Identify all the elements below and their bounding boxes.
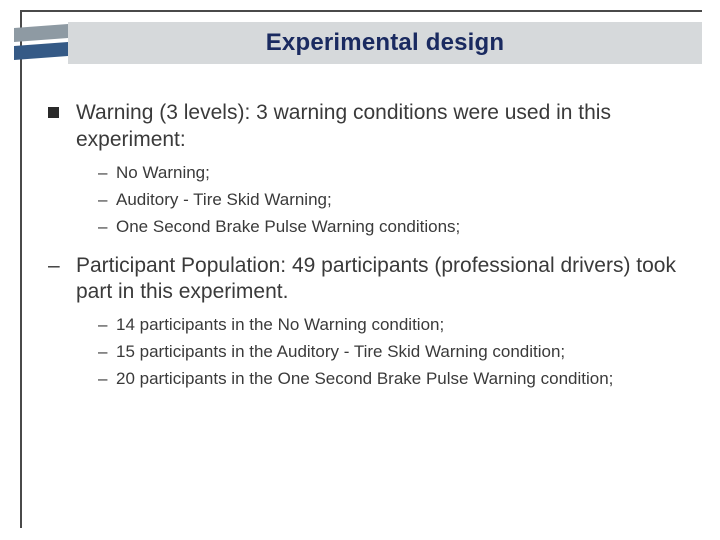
sub-bullet: 15 participants in the Auditory - Tire S… [98, 341, 690, 364]
bullet-participants: Participant Population: 49 participants … [48, 253, 690, 392]
title-band: Experimental design [68, 22, 702, 64]
bullet-text: Participant Population: 49 participants … [76, 254, 676, 304]
sub-bullet: One Second Brake Pulse Warning condition… [98, 216, 690, 239]
top-rule [20, 10, 702, 12]
bullet-warning: Warning (3 levels): 3 warning conditions… [48, 100, 690, 239]
sub-bullet: No Warning; [98, 162, 690, 185]
logo-icon [14, 24, 68, 60]
left-rule [20, 10, 22, 528]
bullet-text: Warning (3 levels): 3 warning conditions… [76, 101, 611, 151]
sub-bullet: 14 participants in the No Warning condit… [98, 314, 690, 337]
slide-title: Experimental design [266, 29, 505, 57]
sub-bullet: Auditory - Tire Skid Warning; [98, 189, 690, 212]
slide-content: Warning (3 levels): 3 warning conditions… [48, 100, 690, 405]
slide: Experimental design Warning (3 levels): … [0, 0, 720, 540]
sub-bullet: 20 participants in the One Second Brake … [98, 368, 690, 391]
